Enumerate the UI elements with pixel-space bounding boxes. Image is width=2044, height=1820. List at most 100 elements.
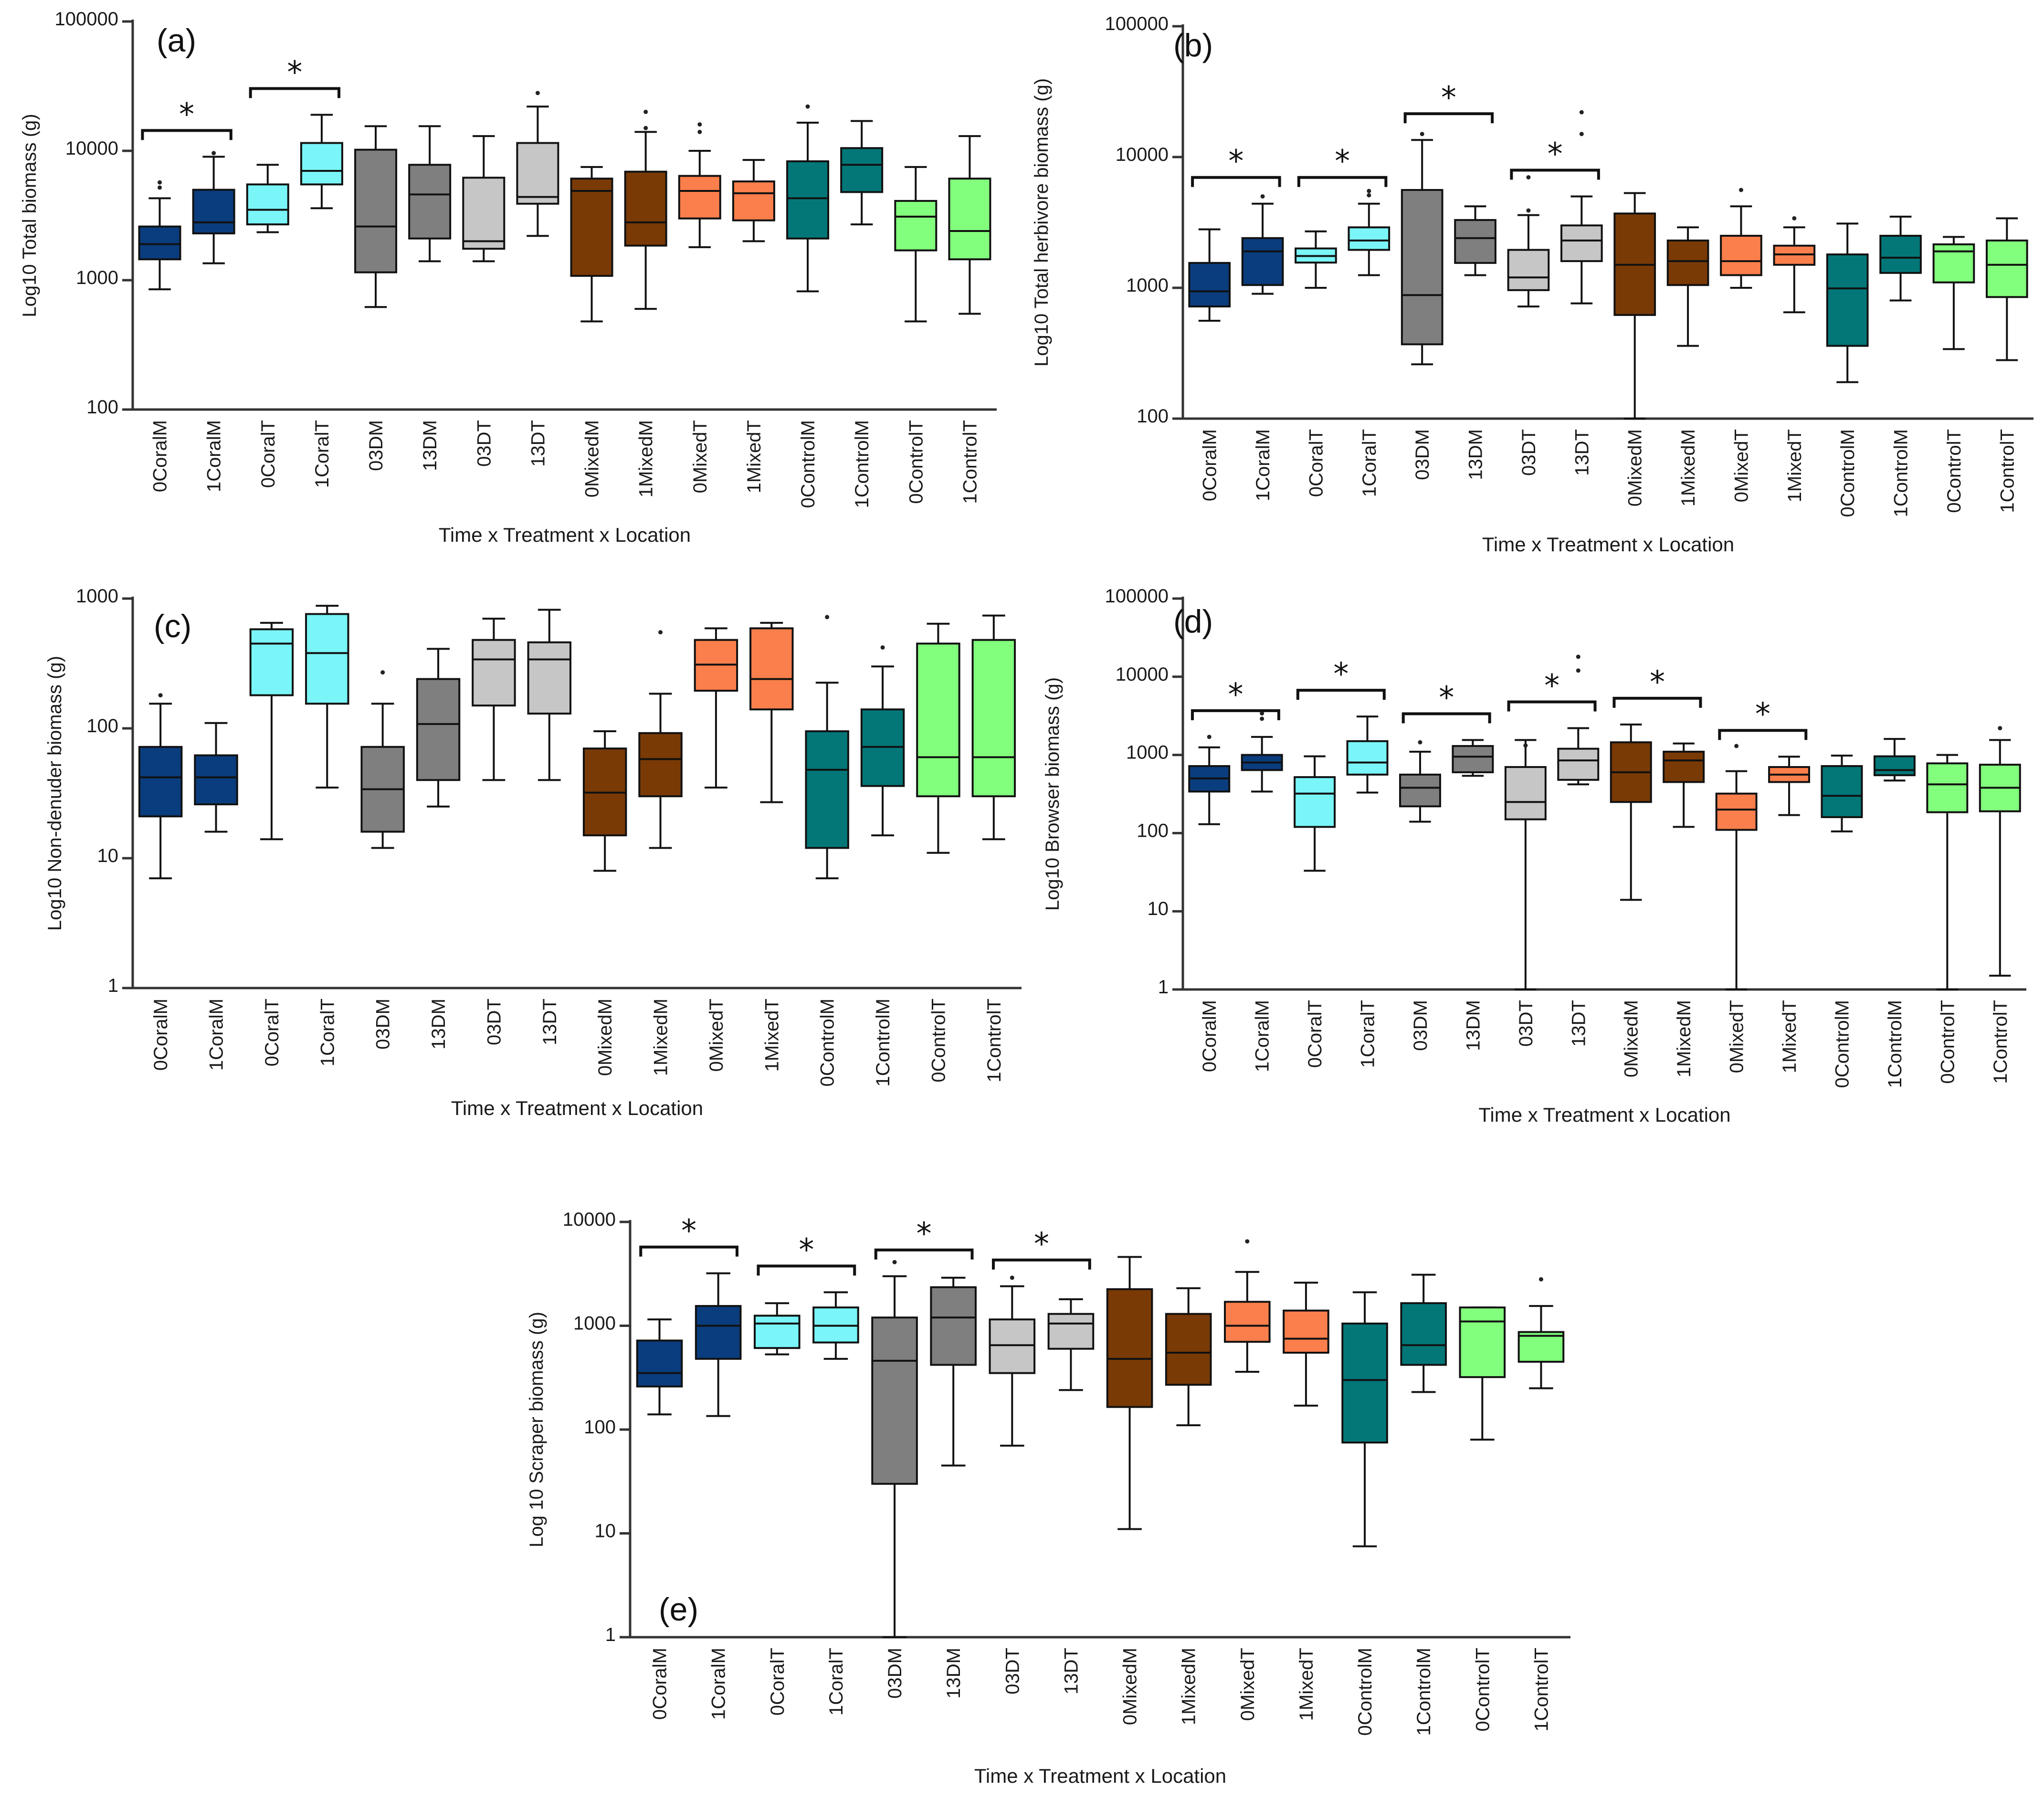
significance-star: * [1335, 144, 1350, 179]
x-tick-label: 0MixedT [1731, 429, 1752, 502]
y-tick-label: 1000 [1126, 742, 1169, 763]
x-axis-title: Time x Treatment x Location [451, 1097, 703, 1119]
x-tick-label: 1CoralT [826, 1648, 847, 1715]
significance-bracket: * [1191, 677, 1280, 720]
y-tick-label: 1 [108, 975, 118, 996]
outlier-point [380, 670, 385, 675]
y-axis-title: Log10 Browser biomass (g) [1042, 677, 1063, 911]
y-tick-label: 10000 [563, 1209, 616, 1230]
outlier-point [158, 180, 162, 185]
box-0CoralT [754, 1302, 801, 1356]
outlier-point [805, 104, 810, 109]
x-tick-label: 0CoralT [258, 420, 279, 488]
box-iqr [1047, 1313, 1095, 1350]
y-tick-label: 100000 [55, 9, 118, 30]
box-iqr [305, 613, 349, 705]
x-tick-label: 0ControlT [906, 420, 927, 504]
x-tick-label: 1MixedT [761, 999, 782, 1072]
significance-star: * [1333, 657, 1349, 692]
box-0ControlT [916, 622, 960, 854]
box-iqr [300, 142, 343, 186]
box-iqr [871, 1316, 918, 1485]
box-13DM [1452, 739, 1494, 777]
box-0ControlT [894, 166, 938, 323]
box-iqr [1507, 249, 1550, 291]
x-tick-label: 0MixedT [690, 420, 711, 493]
box-0MixedM [1610, 723, 1652, 901]
x-tick-label: 0CoralM [650, 1648, 671, 1720]
bracket-line [1401, 712, 1491, 724]
x-tick-label: 03DM [1410, 1000, 1431, 1051]
box-1CoralM [1241, 736, 1283, 793]
x-tick-label: 1ControlT [959, 420, 980, 504]
outlier-point [1526, 175, 1531, 179]
box-03DT [1504, 739, 1547, 990]
box-1ControlT [1979, 739, 2021, 977]
outlier-point [658, 630, 663, 635]
y-tick-label: 100000 [1105, 13, 1169, 34]
bracket-line [141, 129, 232, 140]
bracket-line [249, 87, 341, 98]
box-0CoralT [249, 621, 294, 841]
box-0ControlT [1932, 236, 1975, 350]
x-tick-label: 1CoralM [1253, 429, 1274, 501]
x-tick-label: 1CoralM [204, 420, 225, 492]
x-tick-label: 13DT [1571, 429, 1592, 476]
x-axis-title: Time x Treatment x Location [974, 1765, 1226, 1787]
panel-label: (e) [659, 1591, 698, 1628]
box-iqr [695, 1305, 742, 1360]
box-iqr [570, 178, 613, 277]
box-iqr [527, 641, 572, 715]
box-iqr [749, 627, 794, 711]
x-tick-label: 0CoralM [150, 420, 171, 492]
box-13DM [408, 125, 452, 263]
y-tick-label: 1000 [1126, 275, 1169, 296]
panel-label: (b) [1173, 27, 1213, 63]
x-tick-label: 0ControlT [928, 999, 949, 1083]
box-1ControlT [1985, 217, 2028, 361]
x-tick-label: 0MixedT [1727, 1000, 1748, 1073]
box-iqr [930, 1286, 977, 1366]
outlier-point [1418, 740, 1422, 745]
y-tick-label: 1000 [76, 586, 118, 607]
box-13DM [1454, 205, 1496, 276]
y-tick-label: 1 [1158, 977, 1169, 998]
box-iqr [1504, 766, 1547, 821]
box-iqr [624, 170, 667, 247]
outlier-point [1260, 194, 1265, 199]
box-iqr [416, 678, 461, 781]
box-0ControlM [1821, 755, 1863, 832]
panel-e: 1 10 100 1000 10000 Log 10 Scraper biomass (g… [526, 1209, 1570, 1787]
box-03DT [989, 1285, 1036, 1447]
box-iqr [1879, 234, 1922, 274]
box-1CoralM [1241, 202, 1284, 295]
x-tick-label: 1MixedT [1779, 1000, 1800, 1073]
x-tick-label: 1MixedT [1296, 1648, 1317, 1721]
box-iqr [1720, 234, 1762, 276]
box-13DT [1557, 727, 1600, 786]
x-tick-label: 0MixedM [1625, 429, 1646, 506]
box-0MixedM [1613, 192, 1656, 420]
box-iqr [246, 183, 289, 226]
significance-star: * [1228, 677, 1243, 713]
x-tick-label: 03DT [1518, 429, 1539, 476]
x-tick-label: 13DT [539, 999, 560, 1045]
box-1CoralT [812, 1291, 859, 1360]
x-tick-label: 03DT [484, 999, 505, 1045]
box-1MixedT [1768, 756, 1810, 816]
x-tick-label: 1ControlM [852, 420, 873, 508]
y-tick-label: 10 [97, 845, 119, 866]
y-tick-label: 10000 [65, 138, 118, 159]
box-1ControlT [948, 135, 991, 315]
box-1CoralM [192, 156, 235, 264]
x-tick-label: 0ControlM [1355, 1648, 1376, 1736]
x-tick-label: 0MixedT [706, 999, 727, 1072]
x-tick-label: 1CoralM [708, 1648, 729, 1720]
significance-star: * [1755, 697, 1770, 732]
x-tick-label: 03DM [1412, 429, 1433, 480]
x-tick-label: 1ControlM [1885, 1000, 1906, 1088]
y-tick-label: 1000 [573, 1313, 616, 1334]
outlier-point [1245, 1239, 1250, 1244]
box-03DM [871, 1275, 918, 1638]
box-iqr [754, 1315, 801, 1349]
